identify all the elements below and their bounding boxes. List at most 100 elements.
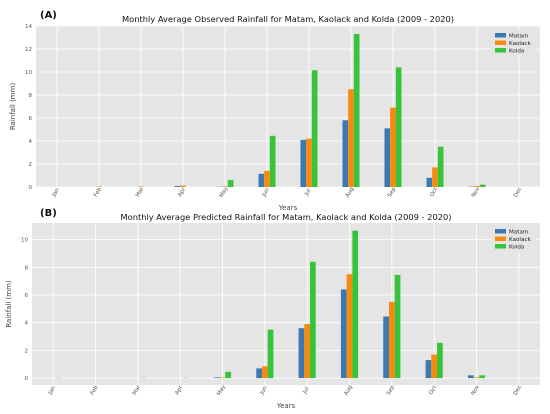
bar-matam-jun [256, 368, 262, 379]
y-tick-label: 0 [29, 185, 33, 191]
bar-kolda-jun [269, 135, 276, 187]
bar-kaolack-nov [473, 377, 480, 379]
bar-kaolack-jul [304, 324, 311, 379]
y-axis-label: Rainfall (mm) [5, 280, 13, 328]
y-tick-label: 14 [25, 24, 32, 30]
legend-swatch-kolda [495, 244, 506, 249]
bar-kolda-sep [394, 274, 401, 379]
bar-matam-aug [342, 120, 349, 187]
plot-area [32, 223, 540, 385]
y-tick-label: 4 [29, 139, 33, 145]
bar-kaolack-may [222, 186, 228, 187]
x-tick-label: Jun [259, 385, 269, 397]
panel-label: (A) [40, 10, 57, 21]
bar-kolda-oct [437, 146, 444, 187]
x-tick-label: Apr [174, 384, 184, 396]
x-tick-label: Dec [513, 186, 524, 198]
bar-kolda-sep [395, 67, 402, 187]
y-tick-label: 10 [25, 70, 32, 76]
legend-swatch-matam [495, 229, 506, 234]
bar-matam-aug [340, 289, 347, 379]
legend-swatch-kolda [495, 48, 506, 53]
bar-matam-nov [467, 375, 474, 379]
bar-kolda-jul [310, 261, 316, 379]
bar-matam-jun [258, 173, 265, 187]
y-tick-label: 8 [29, 93, 33, 99]
x-tick-label: Mar [135, 186, 146, 199]
bar-kaolack-may [219, 377, 226, 379]
panel-label: (B) [40, 208, 57, 219]
x-tick-label: May [219, 185, 230, 198]
bar-kaolack-jun [264, 170, 270, 187]
legend-label-kaolack: Kaolack [509, 41, 531, 47]
bar-kolda-oct [437, 342, 443, 379]
x-tick-label: Jul [302, 386, 311, 396]
legend-label-kolda: Kolda [509, 48, 524, 54]
y-tick-label: 8 [25, 265, 29, 271]
bar-kaolack-nov [474, 186, 480, 187]
x-tick-label: Feb [93, 186, 103, 198]
bar-kolda-may [227, 180, 234, 187]
y-tick-label: 12 [25, 47, 32, 53]
x-tick-label: Sep [387, 186, 398, 198]
panel-a: 0 2 4 6 8 10 12 14 Jan Feb Mar Apr May Jun Jul Aug Sep Oc… [9, 10, 540, 212]
bar-kolda-nov [479, 184, 486, 187]
bar-kaolack-oct [432, 167, 438, 187]
legend-label-matam: Matam [509, 33, 528, 39]
bar-kaolack-sep [390, 107, 396, 187]
x-tick-label: Apr [177, 186, 187, 198]
legend-swatch-kaolack [495, 236, 506, 241]
bar-matam-jul [298, 328, 305, 379]
bar-kaolack-oct [431, 354, 438, 379]
bar-matam-apr [174, 186, 181, 187]
bar-kaolack-jul [306, 138, 312, 187]
bar-kolda-may [225, 371, 232, 379]
y-tick-label: 0 [25, 376, 29, 382]
x-tick-label: Jan [47, 385, 57, 397]
bar-matam-oct [426, 177, 433, 187]
x-tick-label: Dec [513, 384, 524, 396]
x-tick-label: Jan [51, 187, 61, 199]
bar-matam-oct [425, 360, 432, 379]
bar-kaolack-jun [261, 366, 268, 379]
x-tick-label: Jun [261, 187, 271, 199]
legend-swatch-matam [495, 33, 506, 38]
x-tick-label: Oct [428, 384, 438, 396]
x-tick-label: Aug [343, 384, 354, 396]
x-tick-label: Nov [470, 384, 481, 397]
y-axis-label: Rainfall (mm) [9, 83, 17, 131]
x-axis-label: Years [278, 204, 298, 212]
x-tick-label: Sep [386, 384, 397, 396]
x-tick-label: Mar [132, 384, 143, 397]
legend-label-matam: Matam [509, 229, 528, 235]
y-tick-label: 6 [29, 116, 33, 122]
bar-kaolack-aug [348, 89, 354, 187]
y-tick-label: 10 [21, 238, 28, 244]
bar-kolda-aug [353, 34, 360, 187]
bar-matam-may [213, 377, 220, 379]
legend-label-kaolack: Kaolack [509, 237, 531, 243]
bar-matam-sep [383, 316, 389, 379]
panel-b: 0 2 4 6 8 10 Jan Feb Mar Apr May Jun Jul Aug Sep Oct Nov… [5, 208, 540, 410]
y-tick-label: 4 [25, 321, 29, 327]
x-axis-label: Years [276, 402, 296, 410]
bar-kolda-aug [352, 230, 359, 379]
y-tick-label: 6 [25, 293, 29, 299]
y-tick-label: 2 [25, 348, 29, 354]
x-tick-label: Jul [303, 188, 312, 198]
bar-kaolack-aug [346, 274, 353, 379]
x-tick-label: May [216, 383, 227, 396]
plot-area [36, 26, 540, 187]
bar-kaolack-apr [180, 185, 186, 187]
legend-label-kolda: Kolda [509, 244, 524, 250]
x-tick-label: Aug [345, 186, 356, 198]
chart-title: Monthly Average Predicted Rainfall for M… [120, 212, 451, 222]
bar-kaolack-sep [388, 301, 395, 379]
legend-swatch-kaolack [495, 40, 506, 45]
bar-kolda-nov [479, 375, 486, 379]
x-tick-label: Oct [429, 186, 439, 198]
chart-title: Monthly Average Observed Rainfall for Ma… [122, 14, 454, 24]
bar-matam-sep [384, 128, 391, 187]
